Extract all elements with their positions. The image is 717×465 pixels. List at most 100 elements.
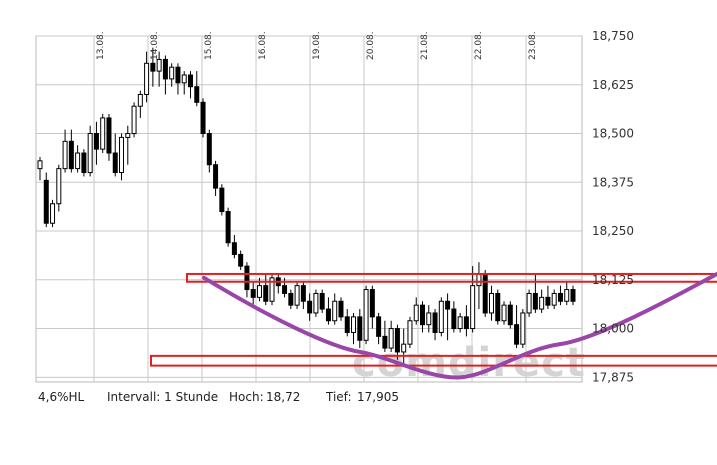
y-tick-label: 18,375 <box>592 175 634 189</box>
candle-body <box>144 62 150 96</box>
candle-body <box>401 343 407 353</box>
candle-body <box>181 74 187 84</box>
candle-body <box>256 285 262 298</box>
candle-body <box>514 324 520 345</box>
support-zone-box <box>150 354 717 367</box>
candle-body <box>344 316 350 333</box>
candle-body <box>388 328 394 349</box>
candle-body <box>470 285 476 330</box>
candle-body <box>56 168 62 205</box>
candle-body <box>50 203 56 224</box>
candle-body <box>564 289 570 302</box>
plot-frame <box>35 35 583 383</box>
candle-body <box>445 300 451 310</box>
x-tick-label: 20.08. <box>366 31 376 60</box>
y-tick-label: 18,125 <box>592 273 634 287</box>
footer-high-value: 18,72 <box>266 390 300 404</box>
candle-body <box>282 285 288 294</box>
x-tick-label: 16.08. <box>258 31 268 60</box>
candle-body <box>476 273 482 287</box>
candle-body <box>43 179 49 224</box>
candle-body <box>169 66 175 80</box>
candle-body <box>93 133 99 150</box>
candle-body <box>557 292 563 302</box>
cup-arc-line <box>202 271 717 380</box>
candle-body <box>507 304 513 326</box>
candle-body <box>219 187 225 213</box>
candle-body <box>263 285 269 302</box>
candle-body <box>420 304 426 326</box>
candle-body <box>162 58 168 80</box>
candle-body <box>156 58 162 72</box>
candle-body <box>407 320 413 345</box>
candle-body <box>137 94 143 107</box>
candle-body <box>545 296 551 306</box>
candle-body <box>357 316 363 341</box>
candle-body <box>269 277 275 302</box>
candle-body <box>520 312 526 345</box>
candle-body <box>294 285 300 306</box>
candle-body <box>206 133 212 166</box>
candle-body <box>570 289 576 302</box>
candle-body <box>501 304 507 322</box>
candle-body <box>495 292 501 322</box>
x-tick-label: 23.08. <box>528 31 538 60</box>
candle-body <box>125 133 131 138</box>
candle-body <box>319 292 325 310</box>
candle-body <box>75 152 81 170</box>
candle-body <box>307 300 313 314</box>
candle-body <box>250 289 256 298</box>
candle-body <box>332 300 338 322</box>
candle-body <box>112 152 118 174</box>
candle-body <box>106 117 112 154</box>
candle-body <box>532 292 538 310</box>
y-tick-label: 18,250 <box>592 224 634 238</box>
candle-body <box>438 300 444 333</box>
candle-body <box>432 312 438 333</box>
x-tick-label: 13.08. <box>96 31 106 60</box>
x-tick-label: 21.08. <box>420 31 430 60</box>
x-tick-label: 15.08. <box>204 31 214 60</box>
x-tick-label: 14.08. <box>150 31 160 60</box>
y-tick-label: 18,750 <box>592 29 634 43</box>
candle-body <box>238 253 244 267</box>
x-tick-label: 22.08. <box>474 31 484 60</box>
candle-body <box>313 292 319 314</box>
candle-body <box>37 160 43 170</box>
candle-body <box>81 152 87 174</box>
candle-body <box>363 289 369 341</box>
candle-body <box>413 304 419 322</box>
x-tick-label: 19.08. <box>312 31 322 60</box>
footer-range-label: 4,6%HL <box>38 390 85 404</box>
candle-body <box>488 292 494 314</box>
candle-body <box>551 292 557 306</box>
candle-body <box>131 105 137 135</box>
candle-body <box>463 316 469 330</box>
candle-body <box>231 242 237 255</box>
candle-body <box>351 316 357 333</box>
candle-body <box>200 101 206 135</box>
candle-body <box>225 211 231 244</box>
candle-body <box>376 316 382 337</box>
candle-body <box>150 62 156 72</box>
candle-body <box>87 133 93 174</box>
resistance-zone-box <box>186 272 717 283</box>
candle-body <box>244 265 250 291</box>
y-tick-label: 18,000 <box>592 322 634 336</box>
footer-low-label: Tief: <box>325 390 352 404</box>
candle-body <box>457 316 463 330</box>
candle-body <box>194 86 200 103</box>
candle-body <box>175 66 181 84</box>
footer-interval-label: Intervall: 1 Stunde <box>107 390 218 404</box>
candle-body <box>100 117 106 150</box>
candle-body <box>539 296 545 310</box>
candle-body <box>482 273 488 314</box>
candle-body <box>394 328 400 353</box>
candle-body <box>119 136 125 174</box>
footer-high-label: Hoch: <box>229 390 264 404</box>
candle-body <box>325 308 331 322</box>
candle-body <box>369 289 375 318</box>
y-tick-label: 18,625 <box>592 78 634 92</box>
